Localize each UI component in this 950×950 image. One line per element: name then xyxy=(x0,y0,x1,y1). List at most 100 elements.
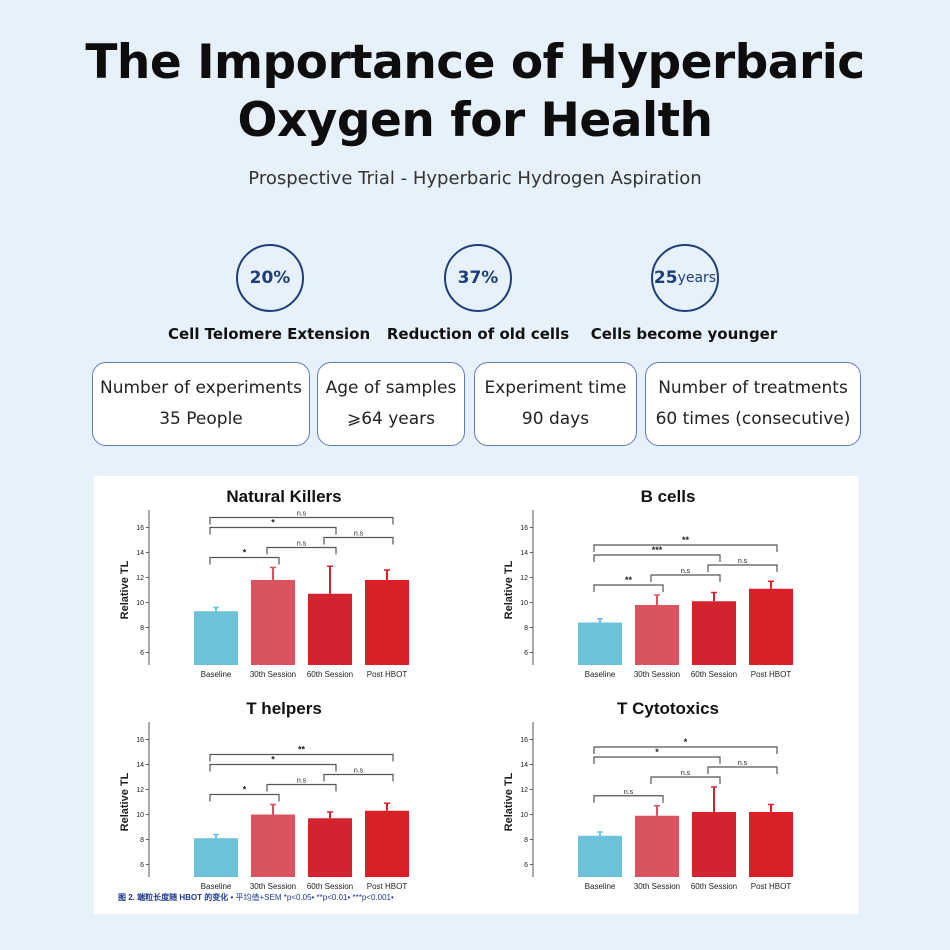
chart-t-helpers: T helpers 6 8 10 12 14 16 Relative TL Baseline 30… xyxy=(119,699,409,891)
significance-label: n.s xyxy=(681,770,691,777)
y-tick-label: 12 xyxy=(136,787,144,794)
significance-bracket xyxy=(593,554,721,562)
significance-label: n.s xyxy=(624,789,634,796)
stat-circle-old-cells: 37% xyxy=(444,244,512,312)
significance-bracket xyxy=(209,763,337,772)
info-box-label: Number of experiments xyxy=(100,378,302,398)
y-tick-label: 8 xyxy=(524,625,528,632)
info-box-label: Age of samples xyxy=(325,378,457,398)
y-tick-label: 14 xyxy=(136,762,144,769)
chart-natural-killers: Natural Killers 6 8 10 12 14 16 Relative TL Base… xyxy=(119,487,409,679)
info-box-value: 60 times (consecutive) xyxy=(655,409,851,429)
x-tick-label: Baseline xyxy=(585,670,616,679)
chart-t-cytotoxics: T Cytotoxics 6 8 10 12 14 16 Relative TL Baselin… xyxy=(503,699,793,891)
significance-bracket xyxy=(209,516,394,525)
significance-bracket xyxy=(593,584,664,592)
significance-label: * xyxy=(684,737,688,747)
info-box-value: ⩾64 years xyxy=(346,409,436,429)
y-tick-label: 14 xyxy=(136,550,144,557)
bar xyxy=(578,835,622,877)
stat-circle-younger: 25 years xyxy=(651,244,719,312)
significance-bracket xyxy=(323,773,394,782)
figure-caption: 图 2. 端粒长度随 HBOT 的变化 • 平均值+SEM *p<0.05• *… xyxy=(118,892,394,903)
x-tick-label: 30th Session xyxy=(634,670,680,679)
significance-bracket xyxy=(593,795,664,803)
stat-value: 20% xyxy=(249,268,291,288)
bar xyxy=(578,622,622,665)
bar xyxy=(308,593,352,665)
y-tick-label: 8 xyxy=(524,837,528,844)
page-subtitle: Prospective Trial - Hyperbaric Hydrogen … xyxy=(248,168,702,189)
chart-title: T Cytotoxics xyxy=(617,699,719,718)
significance-label: *** xyxy=(652,545,663,555)
y-tick-label: 16 xyxy=(520,737,528,744)
y-tick-label: 10 xyxy=(520,812,528,819)
y-tick-label: 14 xyxy=(520,550,528,557)
info-box-experiments: Number of experiments 35 People xyxy=(92,362,310,446)
y-tick-label: 6 xyxy=(140,650,144,657)
info-box-value: 35 People xyxy=(159,409,243,429)
significance-bracket xyxy=(209,526,337,535)
x-tick-label: 30th Session xyxy=(250,670,296,679)
x-tick-label: 60th Session xyxy=(307,670,353,679)
x-tick-label: Post HBOT xyxy=(751,670,792,679)
y-axis-label: Relative TL xyxy=(503,772,515,831)
significance-label: n.s xyxy=(354,531,364,538)
stat-value: 25 xyxy=(653,268,678,288)
page-title: The Importance of Hyperbaric Oxygen for … xyxy=(0,34,950,150)
x-tick-label: Post HBOT xyxy=(367,670,408,679)
y-tick-label: 10 xyxy=(136,600,144,607)
x-tick-label: 30th Session xyxy=(634,882,680,891)
significance-label: n.s xyxy=(297,541,307,548)
x-tick-label: Post HBOT xyxy=(367,882,408,891)
significance-bracket xyxy=(650,776,721,784)
significance-bracket xyxy=(593,756,721,764)
y-tick-label: 12 xyxy=(136,575,144,582)
y-tick-label: 8 xyxy=(140,837,144,844)
bar xyxy=(365,580,409,665)
bar xyxy=(749,588,793,665)
significance-bracket xyxy=(707,564,778,572)
bar xyxy=(692,812,736,877)
significance-bracket xyxy=(209,793,280,802)
x-tick-label: Baseline xyxy=(201,882,232,891)
significance-label: * xyxy=(243,548,247,558)
info-box-label: Number of treatments xyxy=(658,378,848,398)
chart-title: Natural Killers xyxy=(226,487,341,506)
significance-bracket xyxy=(266,783,337,792)
y-tick-label: 6 xyxy=(140,862,144,869)
page-title-line-2: Oxygen for Health xyxy=(237,93,714,148)
figure-caption-text: • 平均值+SEM *p<0.05• **p<0.01• ***p<0.001• xyxy=(230,893,394,902)
y-tick-label: 14 xyxy=(520,762,528,769)
significance-bracket xyxy=(209,753,394,762)
significance-label: n.s xyxy=(681,568,691,575)
significance-bracket xyxy=(650,574,721,582)
bar xyxy=(194,611,238,665)
stat-value: 37% xyxy=(457,268,499,288)
y-tick-label: 6 xyxy=(524,862,528,869)
y-axis-label: Relative TL xyxy=(503,560,515,619)
y-tick-label: 16 xyxy=(520,525,528,532)
y-tick-label: 6 xyxy=(524,650,528,657)
chart-title: B cells xyxy=(641,487,696,506)
y-tick-label: 16 xyxy=(136,525,144,532)
bar xyxy=(251,814,295,877)
y-tick-label: 12 xyxy=(520,787,528,794)
y-axis-label: Relative TL xyxy=(119,772,131,831)
y-tick-label: 10 xyxy=(520,600,528,607)
x-tick-label: 60th Session xyxy=(307,882,353,891)
significance-label: n.s xyxy=(354,768,364,775)
bar xyxy=(635,815,679,877)
stat-label-telomere: Cell Telomere Extension xyxy=(168,325,371,343)
x-tick-label: 30th Session xyxy=(250,882,296,891)
chart-title: T helpers xyxy=(246,699,322,718)
info-box-time: Experiment time 90 days xyxy=(474,362,637,446)
bar xyxy=(365,810,409,877)
significance-label: n.s xyxy=(297,778,307,785)
x-tick-label: 60th Session xyxy=(691,882,737,891)
stat-label-younger: Cells become younger xyxy=(590,325,778,343)
significance-bracket xyxy=(323,536,394,545)
stat-label-old-cells: Reduction of old cells xyxy=(386,325,570,343)
y-tick-label: 8 xyxy=(140,625,144,632)
significance-bracket xyxy=(593,544,778,552)
